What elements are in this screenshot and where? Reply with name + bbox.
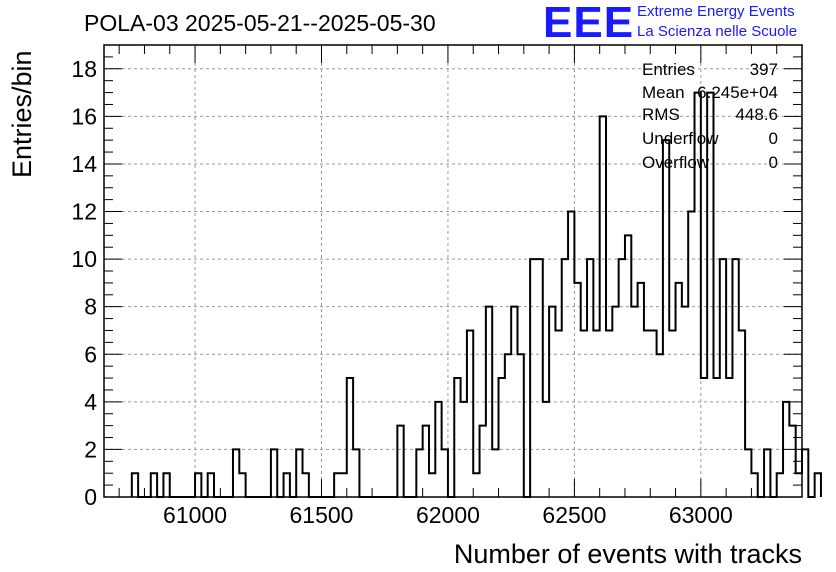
x-tick-label: 62000 bbox=[416, 502, 480, 528]
y-tick-label: 18 bbox=[71, 56, 97, 82]
x-tick-label: 61000 bbox=[163, 502, 227, 528]
grid-lines bbox=[104, 45, 802, 497]
stats-mean-value: 6.245e+04 bbox=[697, 83, 778, 102]
y-tick-label: 12 bbox=[71, 199, 97, 225]
y-axis-label: Entries/bin bbox=[7, 50, 37, 178]
tick-labels: 61000 61500 62000 62500 63000 0 2 4 6 8 10 12 14 16 18 bbox=[71, 56, 732, 528]
stats-overflow-label: Overflow bbox=[642, 153, 710, 172]
stats-rms-value: 448.6 bbox=[735, 105, 778, 124]
y-tick-label: 4 bbox=[84, 389, 97, 415]
axis-ticks bbox=[104, 44, 803, 498]
y-tick-label: 14 bbox=[71, 151, 97, 177]
x-axis-label: Number of events with tracks bbox=[454, 539, 802, 569]
y-tick-label: 0 bbox=[84, 484, 97, 510]
plot-frame bbox=[103, 44, 803, 498]
stats-underflow-label: Underflow bbox=[642, 129, 719, 148]
x-tick-label: 63000 bbox=[669, 502, 733, 528]
chart-title: POLA-03 2025-05-21--2025-05-30 bbox=[84, 10, 436, 36]
y-tick-label: 2 bbox=[84, 436, 97, 462]
y-tick-label: 8 bbox=[84, 294, 97, 320]
stats-entries-value: 397 bbox=[749, 60, 778, 79]
stats-entries-label: Entries bbox=[642, 60, 695, 79]
x-tick-label: 61500 bbox=[290, 502, 354, 528]
logo-subtitle-line2: La Scienza nelle Scuole bbox=[637, 23, 798, 40]
stats-overflow-value: 0 bbox=[768, 153, 778, 172]
stats-mean-label: Mean bbox=[642, 83, 685, 102]
stats-rms-label: RMS bbox=[642, 105, 680, 124]
x-tick-label: 62500 bbox=[542, 502, 606, 528]
eee-logo: EEE bbox=[543, 0, 635, 47]
logo-subtitle-line1: Extreme Energy Events bbox=[637, 3, 795, 20]
y-tick-label: 6 bbox=[84, 341, 97, 367]
y-tick-label: 16 bbox=[71, 103, 97, 129]
y-tick-label: 10 bbox=[71, 246, 97, 272]
stats-underflow-value: 0 bbox=[768, 129, 778, 148]
axes bbox=[103, 44, 803, 498]
histogram-line bbox=[130, 91, 822, 498]
